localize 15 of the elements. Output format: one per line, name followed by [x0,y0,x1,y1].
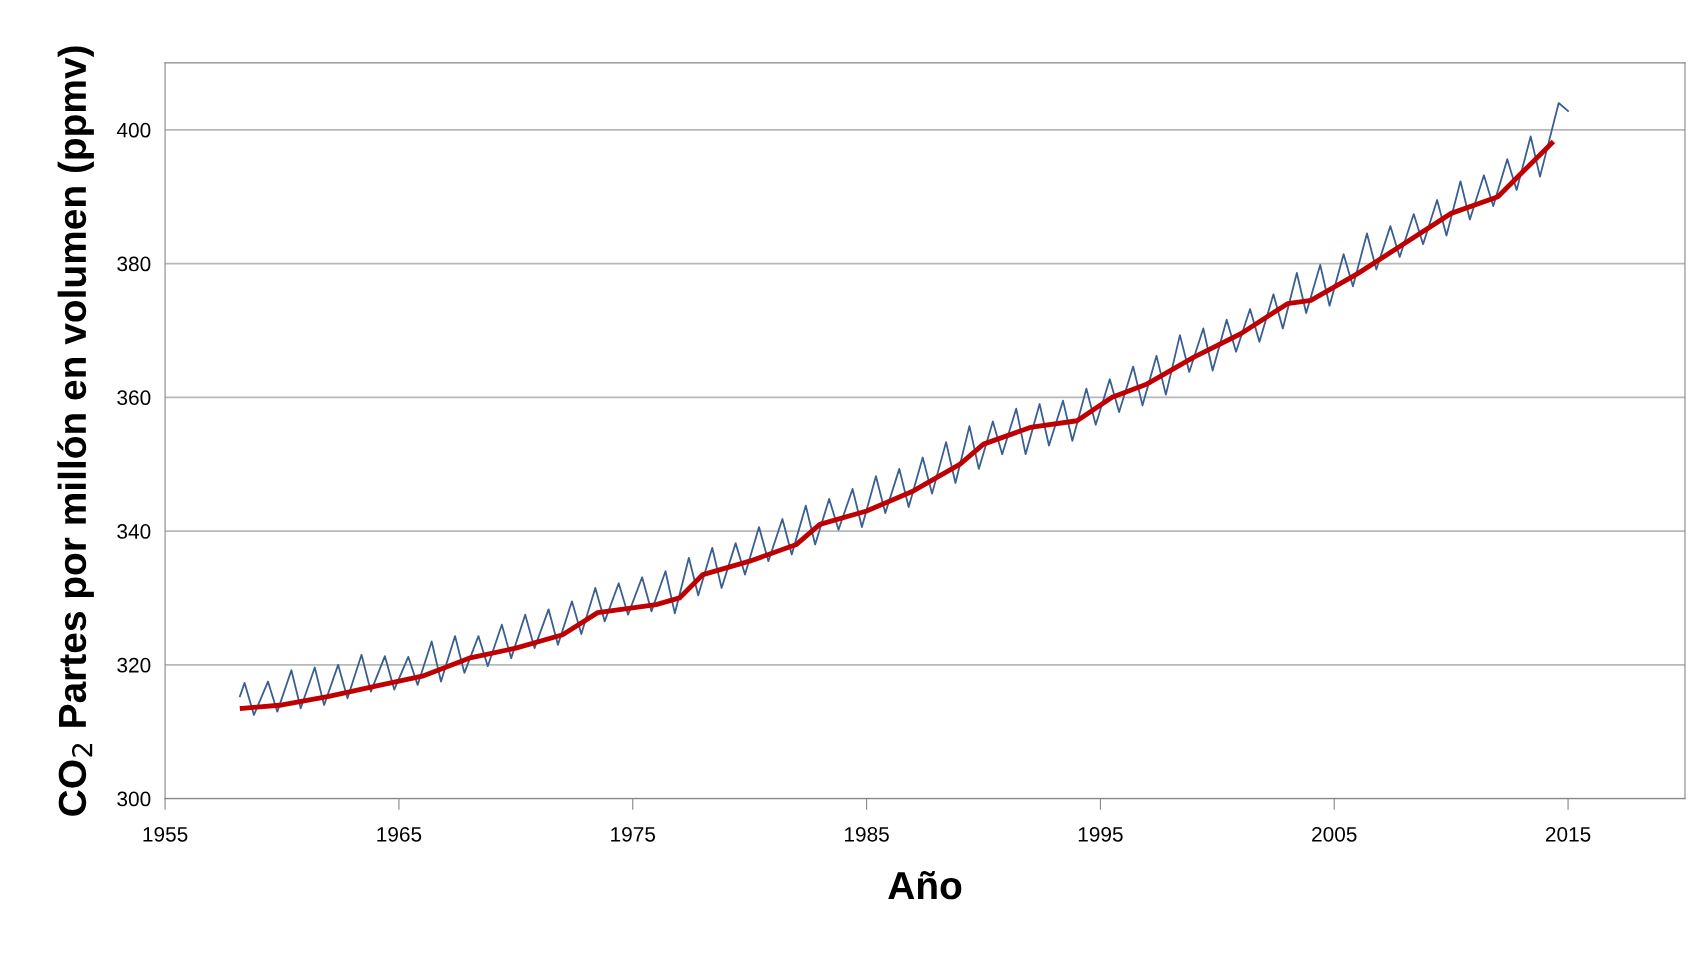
y-tick-label: 380 [117,256,151,272]
y-tick-label: 400 [116,122,151,138]
y-tick-label: 360 [117,390,151,406]
x-tick-label: 1975 [611,826,656,842]
x-tick-label: 1995 [1078,826,1123,842]
x-axis-title: Año [888,870,962,900]
x-tick-label: 1955 [143,826,188,842]
y-tick-label: 300 [117,791,151,807]
x-tick-label: 1985 [845,826,889,842]
x-tick-label: 2015 [1545,826,1591,842]
x-tick-label: 2005 [1312,826,1357,842]
y-axis-title: CO$_{2}$ Partes por millón en volumen (ppmv) [57,46,94,816]
y-tick-label: 340 [117,524,151,539]
y-tick-label: 320 [117,657,151,673]
x-tick-label: 1965 [377,826,422,842]
